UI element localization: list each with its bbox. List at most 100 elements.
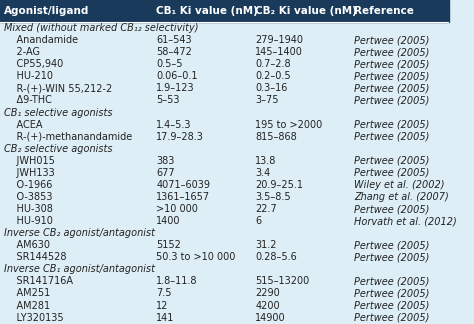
Text: 12: 12	[156, 301, 169, 310]
Bar	[0, 46, 449, 58]
Text: Zhang et al. (2007): Zhang et al. (2007)	[354, 192, 449, 202]
Text: Pertwee (2005): Pertwee (2005)	[354, 240, 429, 250]
Text: 31.2: 31.2	[255, 240, 277, 250]
Text: 14900: 14900	[255, 313, 286, 323]
Text: Pertwee (2005): Pertwee (2005)	[354, 301, 429, 310]
Text: Pertwee (2005): Pertwee (2005)	[354, 96, 429, 105]
Text: 3.5–8.5: 3.5–8.5	[255, 192, 291, 202]
Text: 4071–6039: 4071–6039	[156, 180, 210, 190]
Text: R-(+)-methanandamide: R-(+)-methanandamide	[4, 132, 132, 142]
Text: Pertwee (2005): Pertwee (2005)	[354, 204, 429, 214]
Bar	[0, 215, 449, 227]
Text: 141: 141	[156, 313, 175, 323]
Bar	[0, 70, 449, 82]
Text: CB₂ Ki value (nM): CB₂ Ki value (nM)	[255, 6, 357, 16]
Text: Pertwee (2005): Pertwee (2005)	[354, 168, 429, 178]
Text: CP55,940: CP55,940	[4, 59, 63, 69]
Text: Pertwee (2005): Pertwee (2005)	[354, 252, 429, 262]
Text: 677: 677	[156, 168, 175, 178]
Text: 383: 383	[156, 156, 175, 166]
Text: 1400: 1400	[156, 216, 181, 226]
Text: O-1966: O-1966	[4, 180, 52, 190]
Text: 0.2–0.5: 0.2–0.5	[255, 71, 291, 81]
Text: 515–13200: 515–13200	[255, 276, 310, 286]
Text: 3.4: 3.4	[255, 168, 270, 178]
Text: 0.06–0.1: 0.06–0.1	[156, 71, 198, 81]
Text: 2290: 2290	[255, 288, 280, 298]
Bar	[0, 58, 449, 70]
Text: 0.28–5.6: 0.28–5.6	[255, 252, 297, 262]
Text: Inverse CB₁ agonist/antagonist: Inverse CB₁ agonist/antagonist	[4, 264, 155, 274]
Text: Pertwee (2005): Pertwee (2005)	[354, 276, 429, 286]
Text: 13.8: 13.8	[255, 156, 276, 166]
Text: Inverse CB₂ agonist/antagonist: Inverse CB₂ agonist/antagonist	[4, 228, 155, 238]
Text: CB₁ selective agonists: CB₁ selective agonists	[4, 108, 112, 118]
Text: 1.9–123: 1.9–123	[156, 83, 195, 93]
Text: Pertwee (2005): Pertwee (2005)	[354, 83, 429, 93]
Bar	[0, 34, 449, 46]
Text: 815–868: 815–868	[255, 132, 297, 142]
Text: 279–1940: 279–1940	[255, 35, 303, 45]
Bar	[0, 227, 449, 239]
Text: 58–472: 58–472	[156, 47, 192, 57]
Text: 22.7: 22.7	[255, 204, 277, 214]
Text: 0.5–5: 0.5–5	[156, 59, 183, 69]
Bar	[0, 191, 449, 203]
Bar	[0, 251, 449, 263]
Text: HU-910: HU-910	[4, 216, 53, 226]
Text: AM630: AM630	[4, 240, 50, 250]
Bar	[0, 107, 449, 119]
Text: 4200: 4200	[255, 301, 280, 310]
Text: SR141716A: SR141716A	[4, 276, 73, 286]
Text: 3–75: 3–75	[255, 96, 279, 105]
Text: Pertwee (2005): Pertwee (2005)	[354, 35, 429, 45]
Text: 195 to >2000: 195 to >2000	[255, 120, 322, 130]
Text: CB₁ Ki value (nM): CB₁ Ki value (nM)	[156, 6, 258, 16]
Bar	[0, 155, 449, 167]
Text: JWH133: JWH133	[4, 168, 55, 178]
Bar	[0, 131, 449, 143]
Bar	[0, 143, 449, 155]
Text: 5–53: 5–53	[156, 96, 180, 105]
Text: O-3853: O-3853	[4, 192, 52, 202]
Bar	[0, 299, 449, 312]
Text: 1.4–5.3: 1.4–5.3	[156, 120, 192, 130]
Bar	[0, 22, 449, 34]
Text: SR144528: SR144528	[4, 252, 66, 262]
Text: Pertwee (2005): Pertwee (2005)	[354, 313, 429, 323]
Bar	[0, 167, 449, 179]
Text: 7.5: 7.5	[156, 288, 172, 298]
Text: 0.3–16: 0.3–16	[255, 83, 287, 93]
Text: 1361–1657: 1361–1657	[156, 192, 210, 202]
Text: Pertwee (2005): Pertwee (2005)	[354, 132, 429, 142]
Text: HU-308: HU-308	[4, 204, 53, 214]
Text: Horvath et al. (2012): Horvath et al. (2012)	[354, 216, 456, 226]
Text: Δ9-THC: Δ9-THC	[4, 96, 52, 105]
Text: JWH015: JWH015	[4, 156, 55, 166]
Text: Mixed (without marked CB₁₂ selectivity): Mixed (without marked CB₁₂ selectivity)	[4, 23, 198, 33]
Text: Reference: Reference	[354, 6, 414, 16]
Text: 20.9–25.1: 20.9–25.1	[255, 180, 303, 190]
Bar	[0, 179, 449, 191]
Text: Agonist/ligand: Agonist/ligand	[4, 6, 89, 16]
Text: LY320135: LY320135	[4, 313, 63, 323]
Text: 2-AG: 2-AG	[4, 47, 40, 57]
Bar	[0, 287, 449, 299]
Text: ACEA: ACEA	[4, 120, 42, 130]
Text: CB₂ selective agonists: CB₂ selective agonists	[4, 144, 112, 154]
Bar	[0, 94, 449, 107]
Bar	[0, 312, 449, 324]
Text: 145–1400: 145–1400	[255, 47, 303, 57]
Text: Pertwee (2005): Pertwee (2005)	[354, 71, 429, 81]
Bar	[0, 203, 449, 215]
Text: HU-210: HU-210	[4, 71, 53, 81]
Text: R-(+)-WIN 55,212-2: R-(+)-WIN 55,212-2	[4, 83, 112, 93]
Text: 1.8–11.8: 1.8–11.8	[156, 276, 198, 286]
Text: 17.9–28.3: 17.9–28.3	[156, 132, 204, 142]
Bar	[0, 82, 449, 94]
Bar	[0, 239, 449, 251]
Text: 6: 6	[255, 216, 261, 226]
Text: 50.3 to >10 000: 50.3 to >10 000	[156, 252, 236, 262]
Bar	[0, 119, 449, 131]
Text: 0.7–2.8: 0.7–2.8	[255, 59, 291, 69]
